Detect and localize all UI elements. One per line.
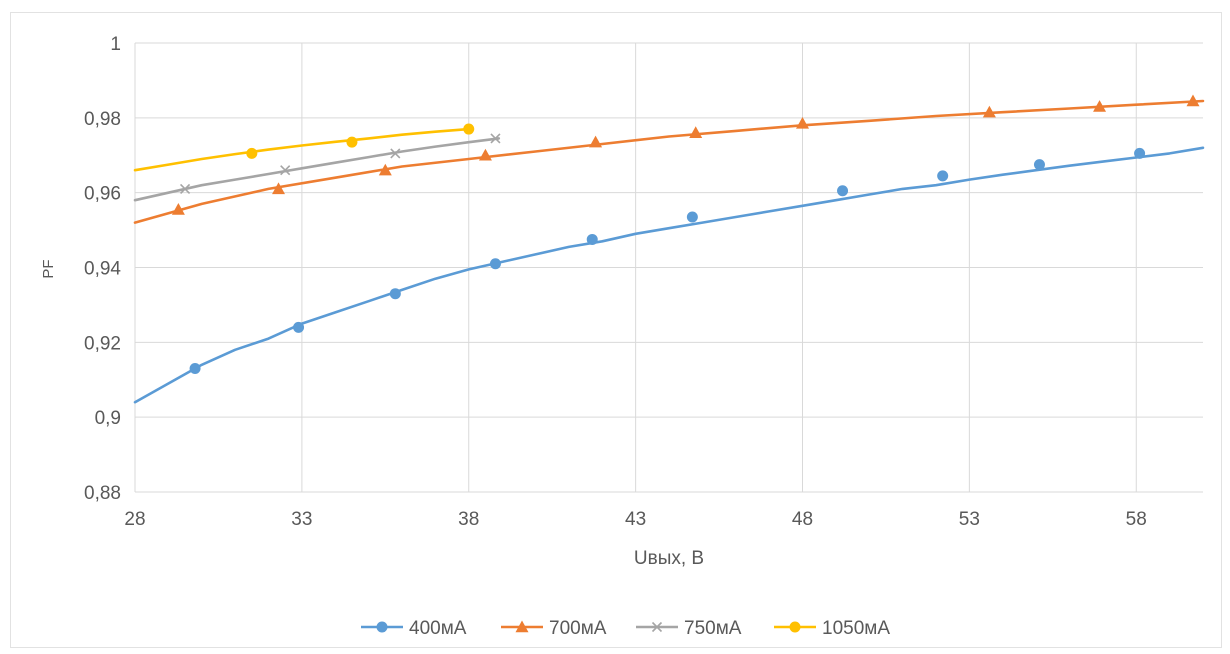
legend-label-1050: 1050мА — [822, 618, 890, 639]
pf-line-chart: 0,880,90,920,940,960,981 28 33 38 43 48 53 58 … — [40, 34, 1205, 639]
data-point-700 — [272, 182, 286, 195]
x-axis-ticks: 28 33 38 43 48 53 58 — [124, 509, 1146, 530]
y-tick-label: 0,88 — [84, 483, 121, 504]
data-point-700 — [982, 105, 996, 118]
chart-frame: 0,88 0,9 0,92 0,94 0,96 0,98 1 28 33 38 43 48 53 58 … — [10, 12, 1222, 648]
data-point-700 — [1093, 100, 1107, 112]
x-tick-label: 28 — [124, 509, 145, 530]
x-tick-label: 43 — [625, 509, 646, 530]
data-point-750 — [179, 183, 191, 194]
x-axis-label: Uвых, В — [634, 548, 704, 569]
y-tick-label: 1 — [110, 34, 121, 55]
x-tick-label: 48 — [792, 509, 813, 530]
data-point-400 — [937, 170, 949, 182]
data-point-700 — [478, 148, 492, 161]
data-point-400 — [189, 363, 201, 375]
series-line-700 — [133, 99, 1205, 224]
legend-label-400: 400мА — [409, 618, 467, 639]
data-point-700 — [689, 126, 703, 138]
data-point-700 — [796, 116, 809, 129]
data-point-1050 — [346, 136, 358, 148]
series-line-400 — [133, 146, 1205, 404]
legend: 400мА 700мА 750мА 1050мА — [361, 618, 890, 639]
legend-label-750: 750мА — [684, 618, 742, 639]
data-point-700 — [589, 135, 603, 148]
legend-marker-700 — [515, 620, 529, 633]
data-point-1050 — [463, 123, 475, 135]
data-point-700 — [378, 163, 392, 176]
legend-marker-400 — [376, 621, 388, 633]
legend-marker-1050 — [789, 621, 801, 633]
data-point-400 — [489, 258, 501, 270]
y-axis-ticks: 0,88 0,9 0,92 0,94 0,96 0,98 1 — [84, 34, 121, 504]
legend-marker-750 — [651, 621, 663, 633]
data-point-700 — [171, 203, 185, 215]
data-point-400 — [686, 211, 698, 223]
x-tick-label: 58 — [1126, 509, 1147, 530]
data-point-1050 — [246, 147, 258, 159]
y-tick-label: 0,98 — [84, 109, 121, 130]
y-tick-label: 0,94 — [84, 259, 121, 280]
data-point-750 — [280, 165, 291, 176]
legend-label-700: 700мА — [549, 618, 607, 639]
series-line-1050 — [133, 127, 471, 172]
data-point-400 — [389, 288, 401, 300]
x-tick-label: 53 — [959, 509, 980, 530]
data-point-400 — [586, 233, 598, 245]
data-point-400 — [837, 185, 849, 197]
series-lines — [133, 99, 1205, 404]
y-tick-label: 0,9 — [95, 408, 121, 429]
y-axis-label: PF — [40, 259, 57, 278]
data-point-400 — [1134, 147, 1146, 159]
data-point-400 — [293, 321, 305, 333]
data-point-700 — [1186, 94, 1200, 107]
y-tick-label: 0,92 — [84, 333, 121, 354]
data-point-400 — [1033, 159, 1045, 171]
series-line-750 — [133, 137, 501, 202]
data-point-750 — [490, 133, 501, 144]
x-tick-label: 33 — [291, 509, 312, 530]
x-tick-label: 38 — [458, 509, 479, 530]
data-point-750 — [390, 148, 401, 159]
series-markers — [171, 94, 1200, 375]
y-tick-label: 0,96 — [84, 184, 121, 205]
